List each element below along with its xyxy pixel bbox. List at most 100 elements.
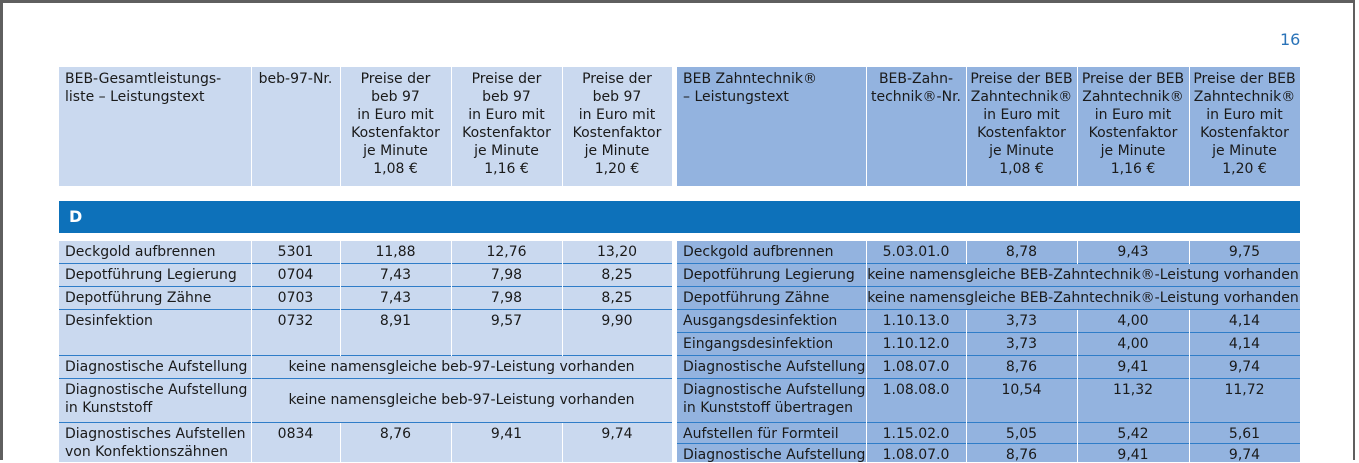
service-number: 0704 (277, 267, 314, 283)
price-116: 9,41 (1117, 447, 1149, 462)
service-number: 0703 (277, 290, 314, 306)
header-line: BEB-Zahn- (878, 71, 954, 87)
header-line: BEB Zahntechnik® (683, 71, 817, 87)
right-header-price-116: Preise der BEB Zahntechnik® in Euro mit … (1077, 67, 1189, 186)
no-equivalent-note: keine namensgleiche BEB-Zahntechnik®-Lei… (867, 290, 1299, 306)
header-line: Preise der (582, 71, 652, 87)
right-header-price-108: Preise der BEB Zahntechnik® in Euro mit … (966, 67, 1077, 186)
header-line: Kostenfaktor (977, 125, 1066, 141)
text-line: Diagnostisches Aufstellen (65, 426, 246, 442)
left-header-text: BEB-Gesamtleistungs- liste – Leistungste… (59, 67, 251, 186)
service-number: 1.10.13.0 (882, 313, 950, 329)
service-text: Depotführung Legierung (683, 267, 855, 283)
table-row: Depotführung Legierung keine namensgleic… (677, 264, 1300, 287)
price-116: 9,41 (490, 426, 523, 442)
table-row: Diagnostische Aufstellung in Kunststoff … (677, 379, 1300, 421)
header-line: beb 97 (371, 89, 420, 105)
price-120: 13,20 (596, 244, 638, 260)
right-table-header: BEB Zahntechnik® – Leistungstext BEB-Zah… (677, 67, 1300, 186)
price-120: 9,74 (1228, 359, 1261, 375)
service-text: Diagnostische Aufstellung (683, 447, 866, 462)
section-header-d: D (59, 201, 1300, 233)
header-line: Kostenfaktor (1200, 125, 1289, 141)
right-table-body: Deckgold aufbrennen 5.03.01.0 8,78 9,43 … (677, 241, 1300, 462)
table-row: Aufstellen für Formteil 1.15.02.0 5,05 5… (677, 423, 1300, 443)
table-row: Depotführung Zähne 0703 7,43 7,98 8,25 (59, 287, 672, 310)
right-header-nr: BEB-Zahn- technik®-Nr. (866, 67, 966, 186)
header-line: in Euro mit (1094, 107, 1172, 123)
header-line: Preise der (471, 71, 542, 87)
price-108: 10,54 (1001, 382, 1042, 398)
no-equivalent-note: keine namensgleiche beb-97-Leistung vorh… (288, 359, 635, 375)
price-116: 9,41 (1117, 359, 1149, 375)
header-line: 1,20 € (1222, 161, 1267, 177)
left-header-price-120: Preise der beb 97 in Euro mit Kostenfakt… (562, 67, 672, 186)
price-108: 8,78 (1005, 244, 1038, 260)
price-116: 11,32 (1112, 382, 1154, 398)
service-number: 1.08.07.0 (882, 447, 950, 462)
price-116: 9,43 (1117, 244, 1149, 260)
table-row: Diagnostische Aufstellung 1.08.07.0 8,76… (677, 356, 1300, 379)
text-line: in Kunststoff (65, 400, 153, 416)
price-108: 8,76 (379, 426, 412, 442)
header-line: beb-97-Nr. (258, 71, 333, 87)
price-120: 9,74 (601, 426, 633, 442)
service-number: 0732 (277, 313, 314, 329)
service-text: Deckgold aufbrennen (65, 244, 216, 260)
service-text: Depotführung Zähne (683, 290, 830, 306)
price-116: 7,98 (490, 290, 523, 306)
table-row: Diagnostische Aufstellung in Kunststoff … (59, 379, 672, 421)
right-header-price-120: Preise der BEB Zahntechnik® in Euro mit … (1189, 67, 1300, 186)
header-line: Preise der (360, 71, 431, 87)
price-116: 4,00 (1117, 313, 1149, 329)
price-116: 12,76 (486, 244, 527, 260)
header-line: je Minute (1100, 143, 1166, 159)
header-line: 1,16 € (484, 161, 529, 177)
no-equivalent-note: keine namensgleiche BEB-Zahntechnik®-Lei… (867, 267, 1299, 283)
header-line: technik®-Nr. (871, 89, 961, 105)
price-120: 4,14 (1228, 336, 1261, 352)
service-number: 0834 (277, 426, 314, 442)
price-120: 8,25 (601, 267, 633, 283)
header-line: in Euro mit (357, 107, 434, 123)
header-line: je Minute (474, 143, 539, 159)
text-line: Diagnostische Aufstellung (683, 382, 866, 398)
text-line: in Kunststoff übertragen (683, 400, 853, 416)
price-120: 9,75 (1228, 244, 1261, 260)
table-row: Ausgangsdesinfektion 1.10.13.0 3,73 4,00… (677, 310, 1300, 333)
service-text: Diagnostische Aufstellung in Kunststoff … (677, 381, 866, 417)
price-120: 4,14 (1228, 313, 1261, 329)
header-line: Zahntechnik® (970, 89, 1073, 105)
header-line: Zahntechnik® (1082, 89, 1184, 105)
price-108: 7,43 (379, 290, 412, 306)
service-text: Depotführung Zähne (65, 290, 212, 306)
header-line: Kostenfaktor (572, 125, 662, 141)
right-header-text: BEB Zahntechnik® – Leistungstext (677, 67, 866, 186)
page-number: 16 (1280, 30, 1301, 49)
table-row: Diagnostische Aufstellung keine namensgl… (59, 356, 672, 379)
service-number: 1.08.07.0 (882, 359, 950, 375)
service-text: Diagnostische Aufstellung (683, 359, 866, 375)
price-108: 3,73 (1005, 313, 1038, 329)
header-line: je Minute (363, 143, 428, 159)
header-line: je Minute (1212, 143, 1277, 159)
header-line: je Minute (584, 143, 650, 159)
header-line: – Leistungstext (683, 89, 789, 105)
service-text: Diagnostische Aufstellung (65, 359, 248, 375)
left-table-body: Deckgold aufbrennen 5301 11,88 12,76 13,… (59, 241, 672, 462)
header-line: in Euro mit (578, 107, 656, 123)
table-row: Eingangsdesinfektion 1.10.12.0 3,73 4,00… (677, 333, 1300, 356)
service-text: Aufstellen für Formteil (683, 426, 839, 442)
header-line: Zahntechnik® (1193, 89, 1296, 105)
price-108: 8,76 (1005, 359, 1038, 375)
header-line: 1,20 € (594, 161, 640, 177)
header-line: in Euro mit (983, 107, 1060, 123)
text-line: Diagnostische Aufstellung (65, 382, 248, 398)
header-line: Preise der BEB (1081, 71, 1185, 87)
service-text: Ausgangsdesinfektion (683, 313, 838, 329)
header-line: beb 97 (592, 89, 642, 105)
service-text: Eingangsdesinfektion (683, 336, 834, 352)
service-text: Depotführung Legierung (65, 267, 237, 283)
service-number: 1.15.02.0 (882, 426, 950, 442)
service-number: 1.10.12.0 (882, 336, 950, 352)
